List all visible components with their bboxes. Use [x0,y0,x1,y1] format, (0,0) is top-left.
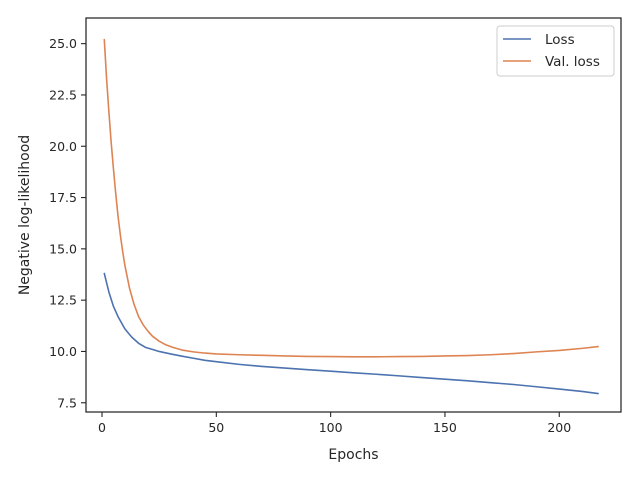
y-tick-label: 17.5 [49,190,77,205]
x-tick-label: 50 [208,420,224,435]
legend-label-val-loss: Val. loss [545,54,600,70]
y-axis: 7.5 10.0 12.5 15.0 17.5 20.0 22.5 25.0 [49,36,86,410]
y-tick-label: 25.0 [49,36,77,51]
series-line-loss [103,272,599,395]
y-tick-label: 15.0 [49,241,77,256]
x-axis-label: Epochs [328,447,378,463]
x-axis: 0 50 100 150 200 [98,412,571,435]
y-tick-label: 22.5 [49,87,77,102]
y-tick-label: 20.0 [49,139,77,154]
x-tick-label: 100 [319,420,343,435]
plot-area-background [86,18,621,412]
legend: Loss Val. loss [496,25,615,77]
x-tick-label: 200 [547,420,571,435]
y-tick-label: 12.5 [49,293,77,308]
series-line-val-loss [103,38,599,358]
y-tick-label: 10.0 [49,344,77,359]
plot-frame [85,17,622,413]
x-tick-label: 0 [98,420,106,435]
series-lines [103,38,599,395]
y-axis-label: Negative log-likelihood [17,135,33,295]
legend-label-loss: Loss [545,32,575,48]
y-tick-label: 7.5 [57,395,77,410]
x-tick-label: 150 [433,420,457,435]
